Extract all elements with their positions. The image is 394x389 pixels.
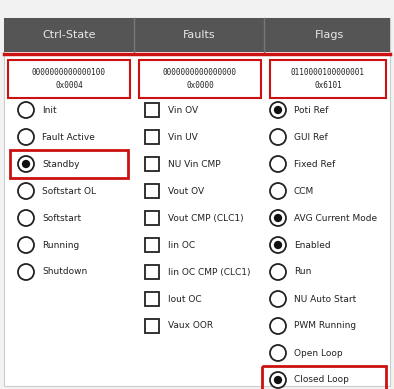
Text: Vin OV: Vin OV — [168, 105, 198, 114]
FancyBboxPatch shape — [4, 18, 390, 386]
FancyBboxPatch shape — [4, 18, 390, 52]
Circle shape — [270, 318, 286, 334]
Text: 0110000100000001
0x6101: 0110000100000001 0x6101 — [291, 68, 365, 91]
FancyBboxPatch shape — [145, 130, 159, 144]
Text: Closed Loop: Closed Loop — [294, 375, 349, 384]
Circle shape — [274, 214, 282, 222]
Circle shape — [270, 264, 286, 280]
Circle shape — [18, 237, 34, 253]
Text: Init: Init — [42, 105, 57, 114]
Text: Ctrl-State: Ctrl-State — [42, 30, 96, 40]
FancyBboxPatch shape — [139, 60, 261, 98]
Text: CCM: CCM — [294, 186, 314, 196]
Circle shape — [270, 156, 286, 172]
FancyBboxPatch shape — [145, 265, 159, 279]
Text: Poti Ref: Poti Ref — [294, 105, 328, 114]
Text: Softstart OL: Softstart OL — [42, 186, 96, 196]
Circle shape — [18, 210, 34, 226]
Text: Iin OC: Iin OC — [168, 240, 195, 249]
Circle shape — [270, 210, 286, 226]
Text: NU Vin CMP: NU Vin CMP — [168, 159, 221, 168]
Circle shape — [22, 160, 30, 168]
Circle shape — [270, 102, 286, 118]
Circle shape — [18, 129, 34, 145]
Text: 0000000000000000
0x0000: 0000000000000000 0x0000 — [163, 68, 237, 91]
Text: Enabled: Enabled — [294, 240, 331, 249]
FancyBboxPatch shape — [145, 103, 159, 117]
FancyBboxPatch shape — [145, 238, 159, 252]
Text: Faults: Faults — [183, 30, 215, 40]
FancyBboxPatch shape — [8, 60, 130, 98]
Circle shape — [270, 237, 286, 253]
Text: GUI Ref: GUI Ref — [294, 133, 328, 142]
Circle shape — [18, 102, 34, 118]
Text: Vout OV: Vout OV — [168, 186, 204, 196]
FancyBboxPatch shape — [270, 60, 386, 98]
Circle shape — [270, 291, 286, 307]
Text: Vaux OOR: Vaux OOR — [168, 321, 213, 331]
Text: Flags: Flags — [315, 30, 345, 40]
FancyBboxPatch shape — [145, 319, 159, 333]
Circle shape — [274, 106, 282, 114]
Circle shape — [18, 156, 34, 172]
Circle shape — [18, 264, 34, 280]
Text: Open Loop: Open Loop — [294, 349, 343, 357]
Text: 0000000000000100
0x0004: 0000000000000100 0x0004 — [32, 68, 106, 91]
Text: Softstart: Softstart — [42, 214, 81, 223]
Text: Shutdown: Shutdown — [42, 268, 87, 277]
FancyBboxPatch shape — [145, 292, 159, 306]
Text: Fault Active: Fault Active — [42, 133, 95, 142]
Text: Vout CMP (CLC1): Vout CMP (CLC1) — [168, 214, 243, 223]
Circle shape — [18, 183, 34, 199]
Circle shape — [270, 183, 286, 199]
FancyBboxPatch shape — [145, 157, 159, 171]
Text: Fixed Ref: Fixed Ref — [294, 159, 335, 168]
Text: Iin OC CMP (CLC1): Iin OC CMP (CLC1) — [168, 268, 251, 277]
Circle shape — [274, 376, 282, 384]
FancyBboxPatch shape — [145, 211, 159, 225]
Circle shape — [274, 241, 282, 249]
Text: NU Auto Start: NU Auto Start — [294, 294, 356, 303]
Text: Vin UV: Vin UV — [168, 133, 198, 142]
Circle shape — [270, 372, 286, 388]
Text: PWM Running: PWM Running — [294, 321, 356, 331]
Text: Iout OC: Iout OC — [168, 294, 202, 303]
Text: Run: Run — [294, 268, 311, 277]
Circle shape — [270, 129, 286, 145]
Circle shape — [270, 345, 286, 361]
FancyBboxPatch shape — [145, 184, 159, 198]
Text: Running: Running — [42, 240, 79, 249]
Text: Standby: Standby — [42, 159, 80, 168]
Text: AVG Current Mode: AVG Current Mode — [294, 214, 377, 223]
